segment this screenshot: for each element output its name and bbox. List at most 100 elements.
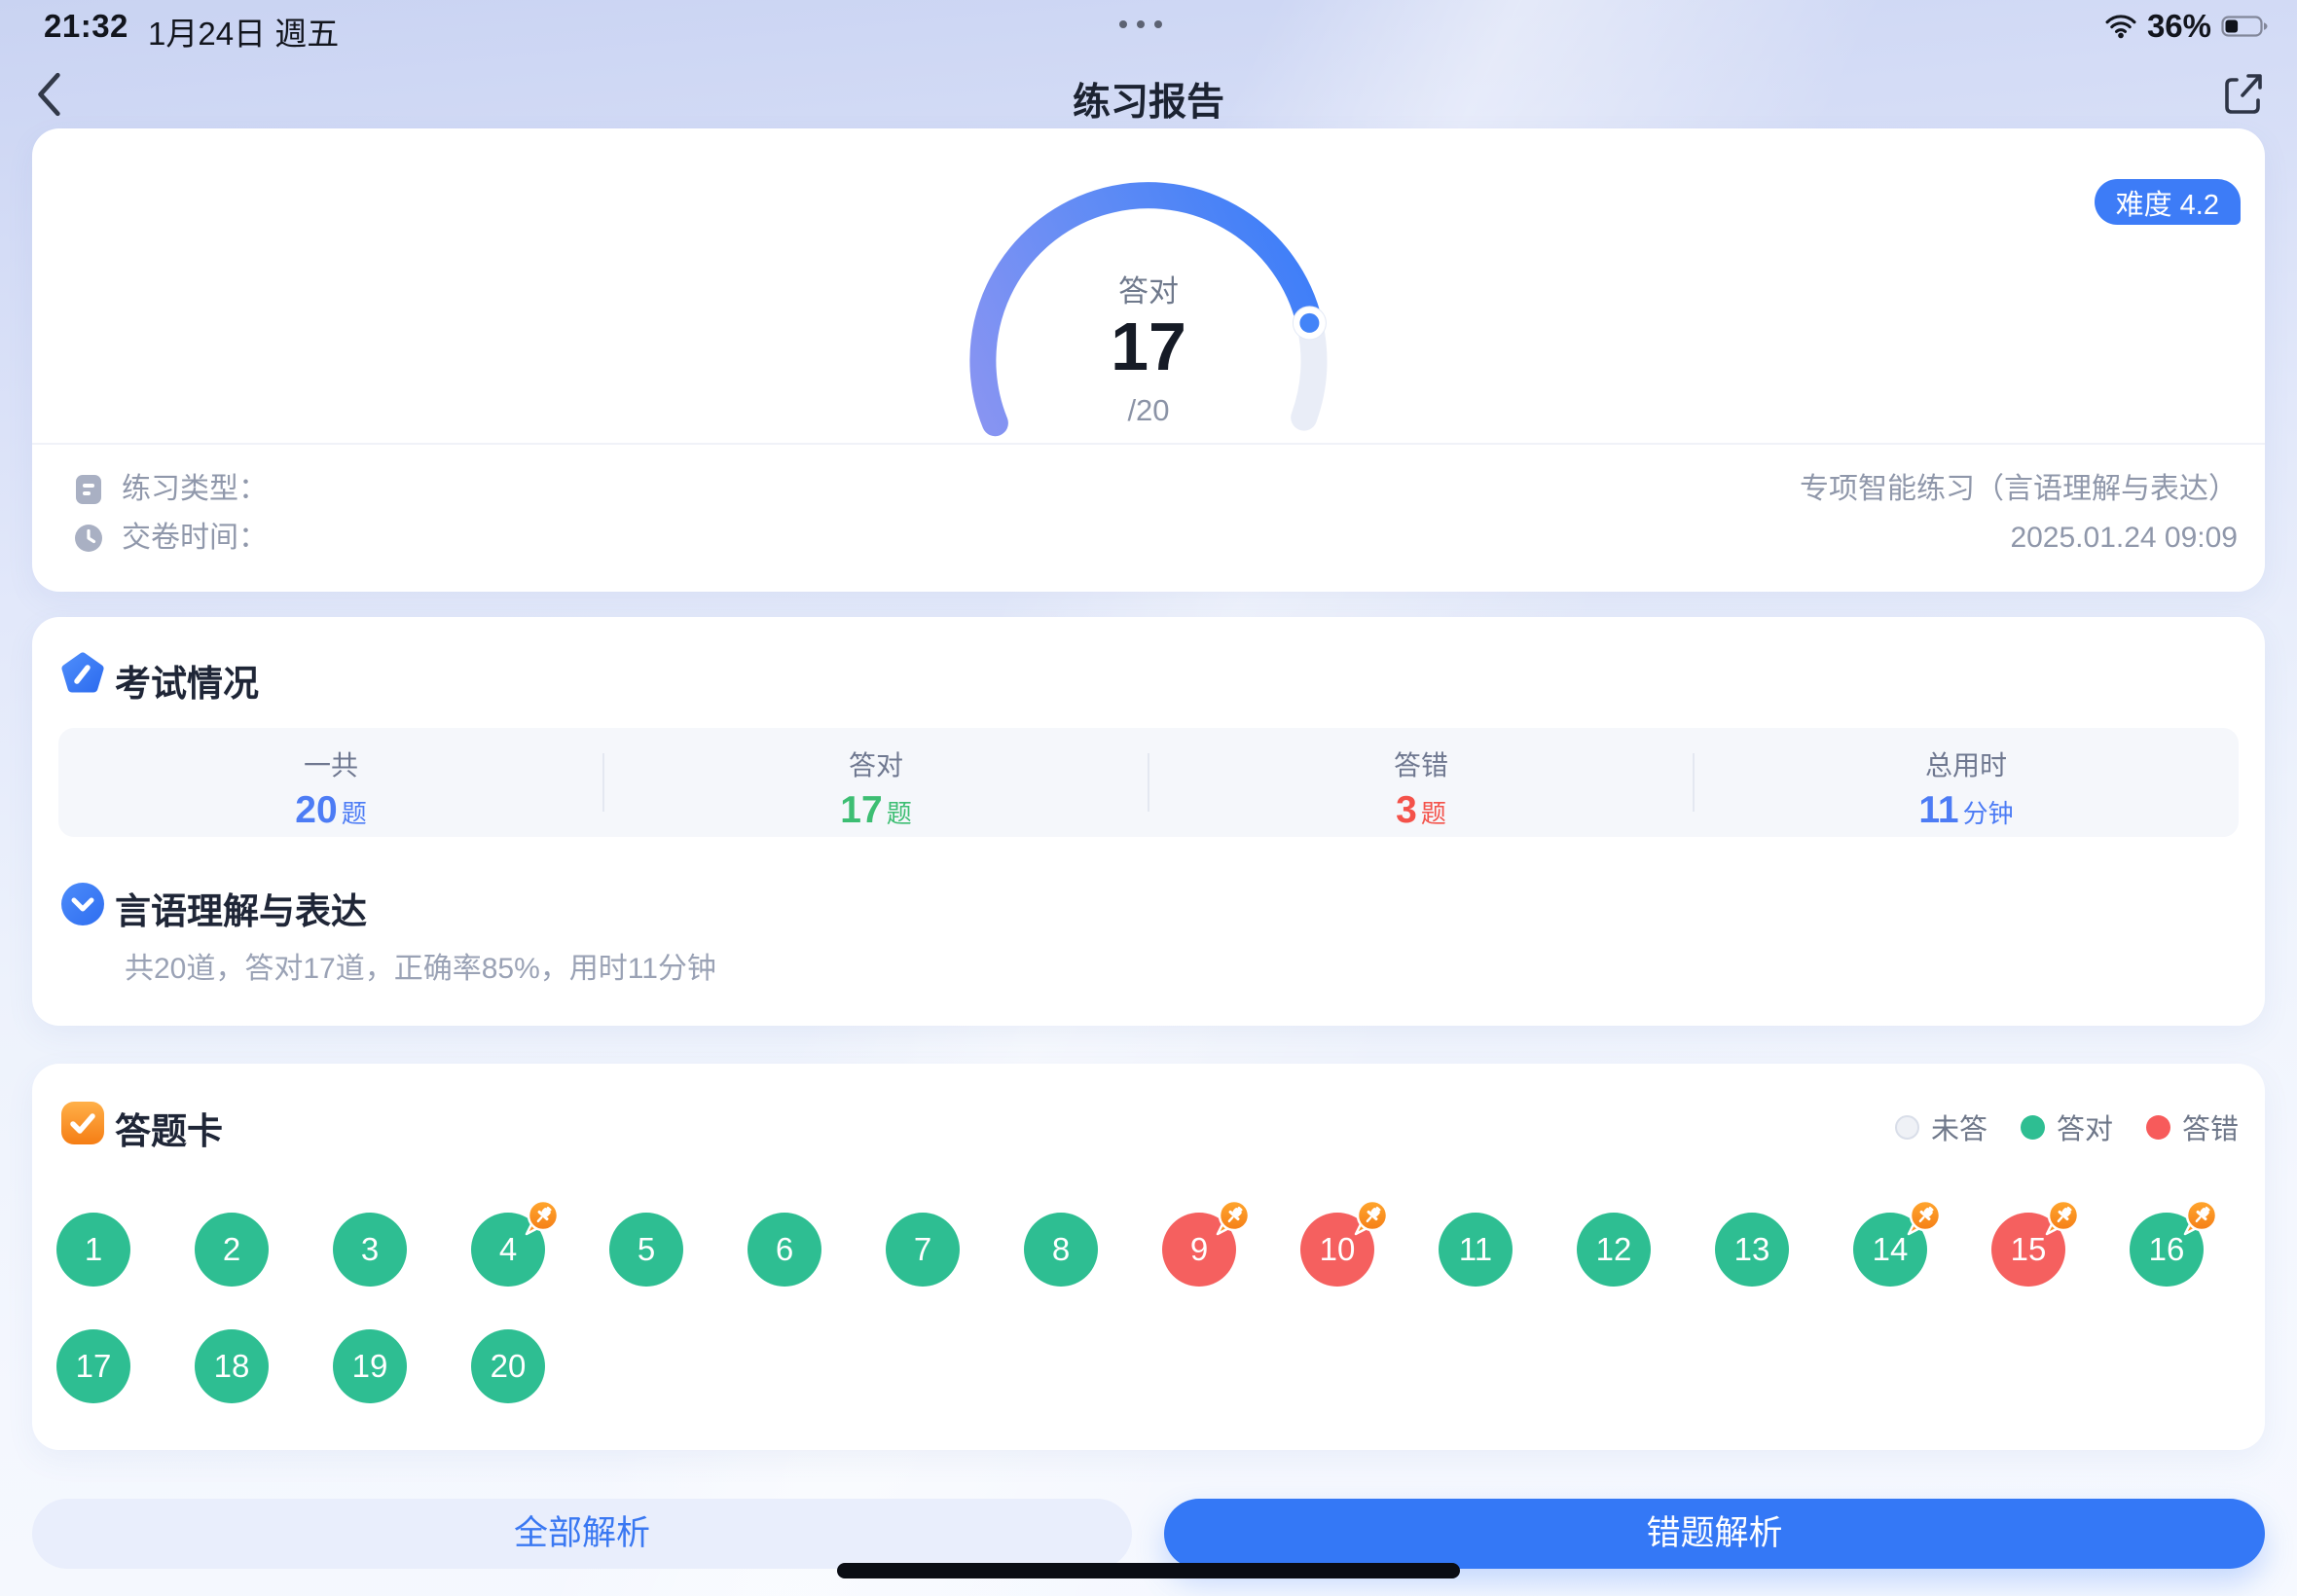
wrong-analysis-button[interactable]: 错题解析 [1164,1499,2265,1569]
unanswered-dot-icon [1894,1114,1919,1140]
doc-icon [76,475,101,504]
page-title: 练习报告 [1072,82,1224,124]
stat-correct: 答对 17 题 [603,728,1148,837]
multitask-dots-icon[interactable] [1119,20,1162,28]
question-number: 11 [1458,1231,1493,1267]
question-circle-19[interactable]: 19 [333,1329,407,1403]
practice-type-value: 专项智能练习（言语理解与表达） [1800,473,2238,505]
question-number: 19 [351,1348,388,1384]
correct-dot-icon [2020,1114,2045,1140]
submit-time-value: 2025.01.24 09:09 [2010,522,2238,554]
question-circle-5[interactable]: 5 [609,1213,683,1287]
question-circle-9[interactable]: 9 [1162,1199,1251,1287]
question-number: 8 [1051,1231,1071,1267]
battery-percent-label: 36% [2146,8,2211,44]
pinned-star-badge-icon [1216,1199,1251,1236]
gauge-score: 17 [1111,308,1186,384]
question-number: 5 [637,1231,656,1267]
pinned-star-badge-icon [1907,1199,1942,1236]
question-number: 9 [1189,1231,1209,1267]
question-number: 14 [1872,1231,1909,1267]
status-time: 21:32 [44,8,128,44]
question-circle-11[interactable]: 11 [1439,1213,1513,1287]
back-button[interactable] [35,70,64,119]
question-circle-7[interactable]: 7 [886,1213,960,1287]
question-circle-18[interactable]: 18 [195,1329,269,1403]
pinned-star-badge-icon [525,1199,560,1236]
legend-wrong: 答错 [2145,1106,2239,1147]
clock-icon [75,525,102,552]
answer-legend: 未答 答对 答错 [1894,1106,2239,1147]
practice-type-row: 练习类型： 专项智能练习（言语理解与表达） [32,467,2265,512]
score-gauge: 答对 17 /20 [925,162,1372,446]
question-number: 1 [84,1231,103,1267]
all-analysis-button[interactable]: 全部解析 [32,1499,1132,1569]
chevron-down-icon[interactable] [59,881,106,927]
question-number: 15 [2010,1231,2047,1267]
stat-duration-label: 总用时 [1924,750,2007,780]
question-number: 16 [2148,1231,2185,1267]
submit-time-row: 交卷时间： 2025.01.24 09:09 [32,516,2265,561]
subject-section-title: 言语理解与表达 [115,891,367,931]
stat-duration-value: 11 [1918,789,1959,831]
status-date: 1月24日 週五 [148,16,340,52]
legend-correct-label: 答对 [2056,1114,2113,1145]
question-number: 3 [360,1231,380,1267]
question-circle-15[interactable]: 15 [1991,1199,2080,1287]
question-number: 4 [498,1231,518,1267]
exam-section-title: 考试情况 [115,664,259,704]
stat-total-value: 20 [295,789,338,831]
legend-wrong-label: 答错 [2181,1114,2239,1145]
question-circle-20[interactable]: 20 [471,1329,545,1403]
stat-wrong-label: 答错 [1393,750,1448,780]
pinned-star-badge-icon [2183,1199,2218,1236]
wifi-icon [2105,15,2136,39]
practice-type-label: 练习类型： [122,473,268,505]
gauge-label: 答对 [1118,274,1179,308]
share-button[interactable] [2219,68,2268,119]
question-circle-3[interactable]: 3 [333,1213,407,1287]
stat-wrong-value: 3 [1396,789,1417,831]
question-circle-13[interactable]: 13 [1715,1213,1789,1287]
pinned-star-badge-icon [2045,1199,2080,1236]
question-number: 7 [913,1231,932,1267]
question-circle-6[interactable]: 6 [747,1213,821,1287]
legend-unanswered-label: 未答 [1930,1114,1987,1145]
divider [1693,753,1695,812]
question-number: 18 [213,1348,250,1384]
question-circle-1[interactable]: 1 [56,1213,130,1287]
question-number: 10 [1319,1231,1356,1267]
stat-correct-value: 17 [840,789,883,831]
question-circle-2[interactable]: 2 [195,1213,269,1287]
question-number: 2 [222,1231,241,1267]
subject-section-summary: 共20道，答对17道，正确率85%，用时11分钟 [125,953,716,985]
wrong-dot-icon [2145,1114,2170,1140]
question-circle-12[interactable]: 12 [1577,1213,1651,1287]
answer-sheet-checkbox-icon [61,1102,104,1144]
divider [602,753,604,812]
divider [32,443,2265,445]
stat-duration: 总用时 11 分钟 [1694,728,2239,837]
question-circle-8[interactable]: 8 [1024,1213,1098,1287]
stat-total-label: 一共 [303,750,358,780]
home-indicator[interactable] [837,1563,1460,1578]
difficulty-badge: 难度 4.2 [2094,179,2241,225]
question-number: 6 [775,1231,794,1267]
submit-time-label: 交卷时间： [122,522,268,554]
question-circle-17[interactable]: 17 [56,1329,130,1403]
question-circle-10[interactable]: 10 [1300,1199,1389,1287]
nav-bar: 练习报告 [0,54,2297,132]
summary-card: 难度 4.2 答对 17 /20 练习类型： 专项智能练习（言语理解与表达） [32,128,2265,592]
exam-pen-icon [61,652,104,693]
question-circle-16[interactable]: 16 [2130,1199,2218,1287]
question-circle-4[interactable]: 4 [471,1199,560,1287]
question-circle-14[interactable]: 14 [1853,1199,1942,1287]
question-number: 12 [1595,1231,1632,1267]
legend-correct: 答对 [2020,1106,2113,1147]
pinned-star-badge-icon [1354,1199,1389,1236]
